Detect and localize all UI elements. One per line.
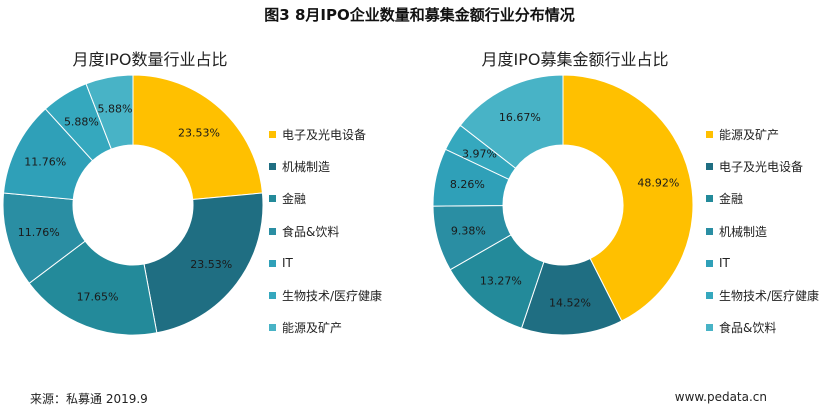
left-slice-6	[85, 74, 134, 150]
left-data-label-1: 23.53%	[190, 258, 232, 271]
left-legend-item: IT	[269, 247, 382, 279]
right-data-label-2: 13.27%	[480, 275, 522, 288]
left-slice-0	[132, 74, 263, 201]
right-legend-label: 电子及光电设备	[719, 159, 804, 174]
figure-title: 图3 8月IPO企业数量和募集金额行业分布情况	[264, 6, 575, 24]
right-legend-swatch	[706, 130, 713, 138]
right-data-label-6: 16.67%	[499, 111, 541, 124]
right-legend-item: IT	[706, 247, 819, 279]
right-legend-label: 生物技术/医疗健康	[719, 289, 820, 304]
left-legend-swatch	[269, 292, 276, 300]
right-legend-label: 能源及矿产	[719, 127, 780, 142]
left-legend-label: 能源及矿产	[282, 321, 343, 336]
left-legend-item: 生物技术/医疗健康	[269, 279, 382, 311]
left-legend-label: 机械制造	[282, 159, 331, 174]
left-legend-swatch	[269, 259, 276, 267]
right-legend-item: 机械制造	[706, 215, 819, 247]
left-legend-item: 电子及光电设备	[269, 118, 382, 150]
right-legend-label: 金融	[719, 192, 744, 207]
left-data-label-6: 5.88%	[98, 103, 133, 116]
right-legend-item: 电子及光电设备	[706, 150, 819, 182]
right-legend: 能源及矿产电子及光电设备 金融机械制造 IT 生物技术/医疗健康 食品&饮料	[706, 118, 819, 344]
left-legend-item: 机械制造	[269, 150, 382, 182]
right-slice-6	[459, 74, 564, 169]
right-legend-item: 能源及矿产	[706, 118, 819, 150]
right-legend-label: 食品&饮料	[719, 321, 777, 336]
left-slice-1	[143, 192, 264, 334]
left-legend-swatch	[269, 130, 276, 138]
right-legend-swatch	[706, 324, 713, 332]
left-legend-label: 食品&饮料	[282, 224, 340, 239]
right-data-label-0: 48.92%	[637, 176, 679, 189]
left-data-label-0: 23.53%	[178, 127, 220, 140]
left-legend-swatch	[269, 227, 276, 235]
website-note: www.pedata.cn	[674, 390, 767, 404]
left-legend-label: 生物技术/医疗健康	[282, 289, 383, 304]
left-data-label-4: 11.76%	[24, 155, 66, 168]
right-data-label-3: 9.38%	[451, 225, 486, 238]
left-data-label-5: 5.88%	[64, 116, 99, 129]
left-legend-label: 金融	[282, 192, 307, 207]
right-legend-item: 金融	[706, 183, 819, 215]
right-legend-label: 机械制造	[719, 224, 768, 239]
left-slice-2	[28, 240, 158, 336]
right-legend-label: IT	[719, 256, 730, 271]
left-legend-swatch	[269, 195, 276, 203]
left-legend: 电子及光电设备 机械制造金融食品&饮料 IT 生物技术/医疗健康 能源及矿产	[269, 118, 382, 344]
left-legend-swatch	[269, 162, 276, 170]
left-chart-title: 月度IPO数量行业占比	[72, 50, 228, 69]
left-data-label-3: 11.76%	[18, 226, 60, 239]
right-legend-swatch	[706, 162, 713, 170]
right-chart-title: 月度IPO募集金额行业占比	[481, 50, 669, 69]
left-legend-label: 电子及光电设备	[282, 127, 367, 142]
right-data-label-5: 3.97%	[462, 148, 497, 161]
right-slice-0	[562, 74, 694, 322]
right-legend-swatch	[706, 259, 713, 267]
left-legend-item: 食品&饮料	[269, 215, 382, 247]
right-legend-item: 食品&饮料	[706, 312, 819, 344]
right-donut-chart: 48.92% 14.52% 13.27% 9.38% 8.26% 3.97% 16.67%	[432, 74, 694, 336]
left-legend-swatch	[269, 324, 276, 332]
source-note: 来源：私募通 2019.9	[30, 392, 148, 406]
right-legend-item: 生物技术/医疗健康	[706, 279, 819, 311]
right-data-label-1: 14.52%	[549, 297, 591, 310]
left-legend-label: IT	[282, 256, 293, 271]
right-legend-swatch	[706, 227, 713, 235]
left-data-label-2: 17.65%	[77, 290, 119, 303]
left-legend-item: 能源及矿产	[269, 312, 382, 344]
right-legend-swatch	[706, 195, 713, 203]
right-legend-swatch	[706, 292, 713, 300]
right-data-label-4: 8.26%	[450, 178, 485, 191]
left-donut-chart: 23.53% 23.53% 17.65% 11.76% 11.76% 5.88%5.88%	[2, 74, 264, 336]
left-legend-item: 金融	[269, 183, 382, 215]
